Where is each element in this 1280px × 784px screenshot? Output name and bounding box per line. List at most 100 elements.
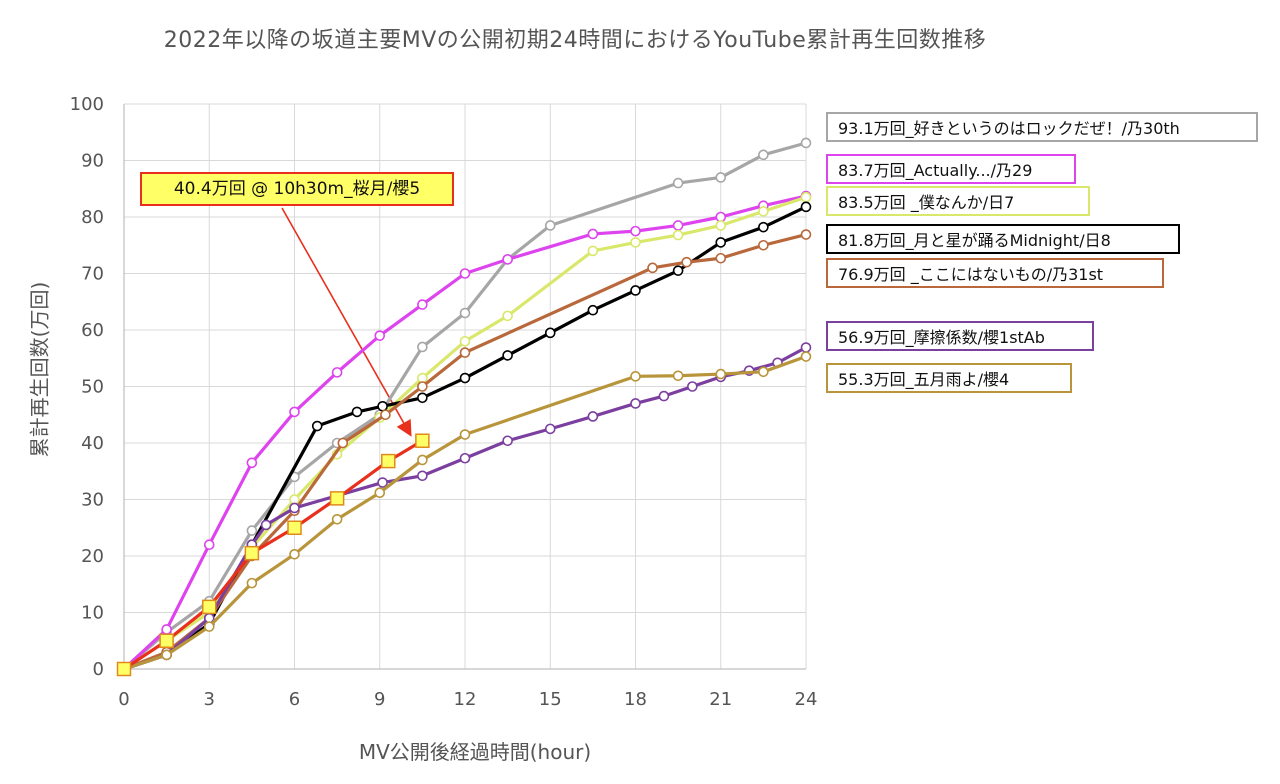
- data-point: [459, 268, 471, 279]
- data-point: [630, 285, 641, 296]
- data-point: [502, 254, 513, 265]
- data-point: [544, 220, 556, 231]
- data-point: [116, 661, 132, 677]
- data-point: [417, 372, 428, 384]
- data-point: [246, 577, 258, 589]
- data-point: [377, 477, 388, 488]
- data-point: [374, 487, 386, 499]
- data-point: [459, 429, 471, 440]
- data-point: [331, 367, 343, 378]
- data-point: [587, 245, 599, 257]
- x-tick-label: 18: [624, 689, 647, 710]
- data-point: [681, 256, 692, 268]
- y-tick-label: 80: [81, 207, 104, 228]
- data-point: [658, 390, 670, 402]
- data-point: [715, 237, 727, 248]
- data-point: [587, 228, 599, 240]
- y-tick-label: 100: [70, 94, 104, 115]
- legend-entry: 56.9万回_摩擦係数/櫻1stAb: [826, 321, 1094, 351]
- data-point: [758, 221, 769, 233]
- data-point: [687, 381, 698, 392]
- data-point: [337, 437, 349, 449]
- data-point: [502, 350, 513, 361]
- data-point: [203, 621, 215, 632]
- data-point: [758, 206, 769, 217]
- data-point: [380, 409, 391, 421]
- data-point: [351, 406, 363, 418]
- data-point: [289, 502, 300, 514]
- data-point: [800, 229, 812, 240]
- data-point: [161, 649, 172, 661]
- series: [116, 137, 812, 677]
- data-point: [246, 457, 258, 469]
- x-tick-label: 0: [118, 689, 129, 710]
- y-tick-label: 90: [81, 151, 104, 172]
- data-point: [329, 491, 345, 506]
- data-point: [331, 513, 343, 525]
- data-point: [311, 420, 323, 432]
- data-point: [715, 220, 727, 231]
- data-point: [758, 149, 769, 161]
- y-tick-label: 40: [81, 433, 104, 454]
- x-tick-label: 3: [204, 689, 215, 710]
- data-point: [287, 520, 302, 535]
- data-point: [672, 265, 684, 276]
- y-tick-label: 10: [81, 603, 104, 624]
- x-tick-label: 21: [709, 689, 732, 710]
- data-point: [630, 398, 641, 409]
- x-tick-label: 24: [795, 689, 818, 710]
- data-point: [715, 368, 727, 380]
- callout-arrow: [281, 207, 412, 437]
- callout-arrow-line: [281, 207, 412, 437]
- data-point: [417, 299, 428, 310]
- series-line: [122, 194, 807, 671]
- data-point: [417, 392, 428, 404]
- series-7: [116, 433, 430, 677]
- legend-entry: 83.7万回_Actually.../乃29: [826, 154, 1076, 184]
- y-tick-label: 50: [81, 377, 104, 398]
- data-point: [758, 239, 769, 251]
- legend-entry: 55.3万回_五月雨よ/櫻4: [826, 363, 1072, 393]
- x-tick-label: 12: [454, 689, 477, 710]
- data-point: [374, 330, 386, 341]
- data-point: [647, 262, 658, 274]
- data-point: [715, 211, 727, 223]
- data-point: [417, 381, 428, 392]
- y-tick-label: 30: [81, 490, 104, 511]
- y-tick-label: 0: [93, 659, 104, 680]
- x-tick-label: 6: [289, 689, 300, 710]
- data-point: [459, 452, 471, 464]
- x-axis-title: MV公開後経過時間(hour): [358, 740, 592, 764]
- axes: 0 10 20 30 40 50 60 70 80 90 100 0 3 6 9 12 15 18 21 24: [70, 94, 818, 710]
- data-point: [417, 454, 428, 466]
- data-point: [587, 411, 599, 422]
- data-point: [544, 423, 556, 435]
- legend-entry: 81.8万回_月と星が踊るMidnight/日8: [826, 224, 1180, 254]
- data-point: [672, 220, 684, 231]
- data-point: [246, 525, 258, 536]
- data-point: [289, 494, 300, 505]
- data-point: [377, 400, 388, 412]
- x-tick-label: 9: [374, 689, 385, 710]
- data-point: [417, 341, 428, 353]
- data-point: [672, 370, 684, 382]
- data-point: [758, 366, 769, 378]
- data-point: [544, 327, 556, 339]
- data-point: [159, 633, 174, 648]
- data-point: [800, 351, 812, 362]
- data-point: [672, 229, 684, 241]
- legend-entry: 93.1万回_好きというのはロックだぜ！/乃30th: [826, 112, 1258, 142]
- data-point: [800, 191, 812, 203]
- data-point: [289, 549, 300, 560]
- data-point: [672, 177, 684, 189]
- legend-entry: 83.5万回 _僕なんか/日7: [826, 186, 1090, 216]
- callout-label: 40.4万回 @ 10h30m_桜月/櫻5: [140, 172, 454, 206]
- data-point: [417, 470, 428, 482]
- data-point: [459, 347, 471, 358]
- data-point: [203, 539, 215, 551]
- data-point: [800, 342, 812, 353]
- series-line: [123, 355, 807, 671]
- data-point: [587, 304, 599, 316]
- data-point: [800, 137, 812, 149]
